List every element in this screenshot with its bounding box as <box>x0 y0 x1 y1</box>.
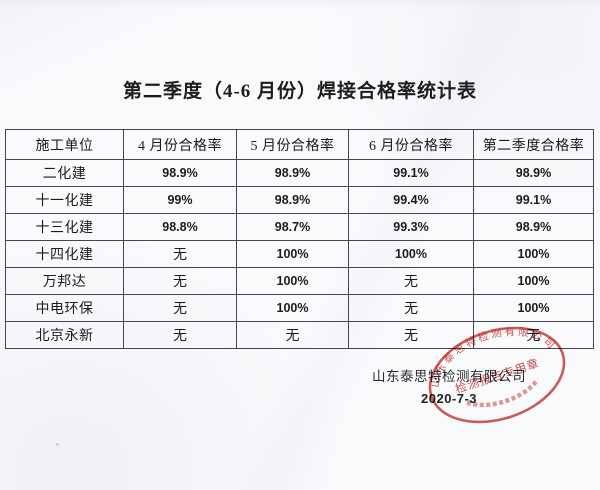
paper-speck <box>56 443 59 446</box>
value-cell: 100% <box>348 240 474 268</box>
value-cell: 98.8% <box>123 213 237 241</box>
unit-cell: 十三化建 <box>5 213 124 241</box>
value-cell: 无 <box>473 321 594 349</box>
value-cell: 98.9% <box>236 186 349 214</box>
value-cell: 无 <box>348 321 474 349</box>
value-cell: 无 <box>236 321 349 349</box>
value-cell: 98.9% <box>123 159 237 187</box>
table-row: 十一化建 99% 98.9% 99.4% 99.1% <box>5 186 594 214</box>
table-row: 万邦达 无 100% 无 100% <box>5 267 594 295</box>
table-row: 十四化建 无 100% 100% 100% <box>5 240 594 268</box>
value-cell: 无 <box>123 321 237 349</box>
table-row: 二化建 98.9% 98.9% 99.1% 98.9% <box>5 159 594 187</box>
value-cell: 无 <box>123 267 237 295</box>
value-cell: 99.4% <box>348 186 474 214</box>
value-cell: 100% <box>473 267 594 295</box>
unit-cell: 北京永新 <box>5 321 124 349</box>
table-header-row: 施工单位 4 月份合格率 5 月份合格率 6 月份合格率 第二季度合格率 <box>5 129 594 160</box>
value-cell: 100% <box>236 267 349 295</box>
page-title: 第二季度（4-6 月份）焊接合格率统计表 <box>122 81 478 102</box>
header-cell-unit: 施工单位 <box>5 129 124 160</box>
value-cell: 无 <box>348 294 474 322</box>
value-cell: 100% <box>473 294 594 322</box>
value-cell: 98.9% <box>473 159 594 187</box>
unit-cell: 二化建 <box>5 159 124 187</box>
header-cell-april: 4 月份合格率 <box>123 129 237 160</box>
value-cell: 99.1% <box>348 159 474 187</box>
value-cell: 无 <box>348 267 474 295</box>
unit-cell: 中电环保 <box>5 294 124 322</box>
value-cell: 100% <box>236 240 349 268</box>
company-signature: 山东泰思特检测有限公司 <box>372 369 526 384</box>
unit-cell: 万邦达 <box>5 267 124 295</box>
value-cell: 99.1% <box>473 186 594 214</box>
value-cell: 无 <box>123 240 237 268</box>
value-cell: 100% <box>473 240 594 268</box>
unit-cell: 十一化建 <box>5 186 124 214</box>
table-row: 北京永新 无 无 无 无 <box>5 321 594 349</box>
pass-rate-table: 施工单位 4 月份合格率 5 月份合格率 6 月份合格率 第二季度合格率 二化建… <box>5 129 594 349</box>
header-cell-june: 6 月份合格率 <box>348 129 474 160</box>
value-cell: 98.9% <box>236 159 349 187</box>
value-cell: 98.9% <box>473 213 594 241</box>
table-row: 十三化建 98.8% 98.7% 99.3% 98.9% <box>5 213 594 241</box>
value-cell: 99.3% <box>348 213 474 241</box>
value-cell: 98.7% <box>236 213 349 241</box>
seal-ring <box>428 326 566 424</box>
header-cell-may: 5 月份合格率 <box>236 129 349 160</box>
value-cell: 无 <box>123 294 237 322</box>
header-cell-quarter: 第二季度合格率 <box>473 129 594 160</box>
seal-code-illegible <box>466 378 540 408</box>
value-cell: 100% <box>236 294 349 322</box>
company-seal: 山东泰思特检测有限公司 检测报告专用章 <box>418 318 566 424</box>
seal-center-text: 检测报告专用章 <box>454 356 542 396</box>
unit-cell: 十四化建 <box>5 240 124 268</box>
value-cell: 99% <box>123 186 237 214</box>
table-row: 中电环保 无 100% 无 100% <box>5 294 594 322</box>
